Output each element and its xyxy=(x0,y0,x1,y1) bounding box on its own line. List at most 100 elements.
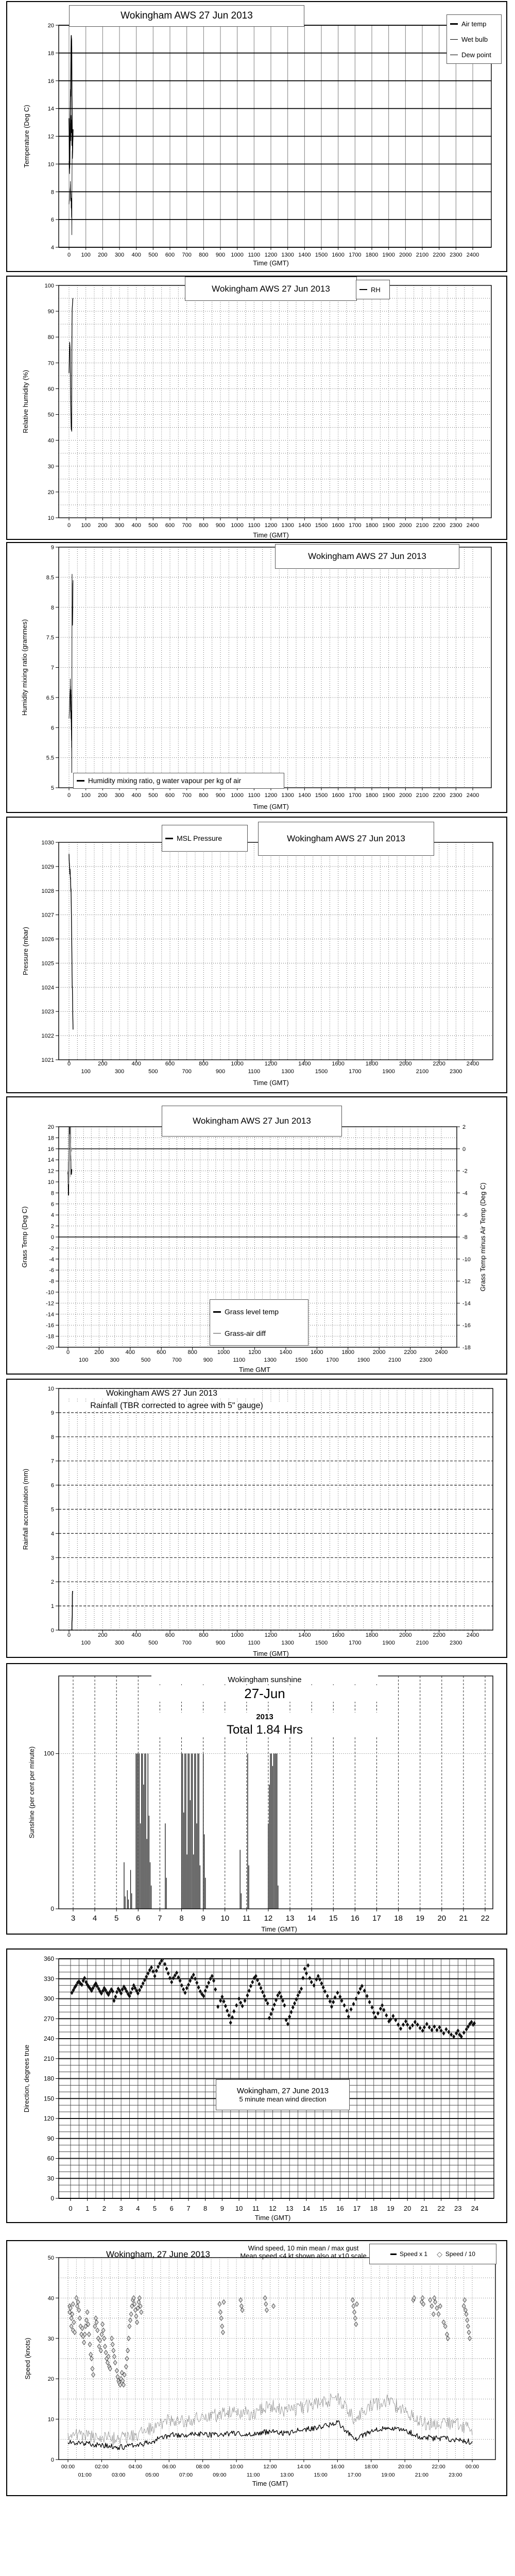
data-point-diamond xyxy=(303,1966,306,1971)
x-tick-label: 6 xyxy=(136,1914,140,1923)
x-tick-label: 300 xyxy=(115,1640,124,1646)
y2-tick-label: 2 xyxy=(462,1124,466,1130)
data-point-diamond xyxy=(221,2329,225,2335)
data-point-diamond xyxy=(295,1997,298,2002)
y-tick-label: 4 xyxy=(51,245,54,251)
y-tick-label: 6 xyxy=(51,1201,54,1208)
data-point-diamond xyxy=(112,2353,116,2360)
x-tick-label: 1200 xyxy=(265,792,277,799)
x-tick-label: 7 xyxy=(158,1914,162,1923)
data-point-diamond xyxy=(219,1998,222,2003)
x-tick-label: 1200 xyxy=(265,1061,277,1067)
series-group xyxy=(70,1959,476,2039)
series-group xyxy=(68,298,74,432)
series-group xyxy=(68,35,74,235)
data-point-diamond xyxy=(195,1980,199,1985)
data-point-diamond xyxy=(349,2007,353,2012)
data-point-diamond xyxy=(264,1997,268,2003)
y-tick-label: 10 xyxy=(48,1179,54,1185)
x-tick-label: 1300 xyxy=(281,522,294,529)
x-tick-label: 08:00 xyxy=(196,2464,210,2470)
data-point-diamond xyxy=(325,1993,329,1998)
legend-label: Grass level temp xyxy=(225,1308,279,1316)
x-tick-label: 17 xyxy=(353,2205,360,2212)
x-tick-label: 1700 xyxy=(349,792,361,799)
chart-svg: -20-18-16-14-12-10-8-6-4-202468101214161… xyxy=(21,1124,487,1374)
x-tick-label: 23 xyxy=(454,2205,461,2212)
x-tick-label: 1800 xyxy=(342,1349,354,1355)
data-point-diamond xyxy=(261,1990,264,1994)
data-point-diamond xyxy=(97,2344,101,2349)
x-tick-label: 1900 xyxy=(382,252,394,258)
data-point-diamond xyxy=(90,1988,93,1993)
x-tick-label: 800 xyxy=(199,252,208,258)
x-tick-label: 19:00 xyxy=(381,2472,394,2478)
data-point-diamond xyxy=(431,2311,436,2317)
data-point-diamond xyxy=(135,2305,140,2311)
x-tick-label: 12 xyxy=(269,2205,276,2212)
pressure-chart: 1021 1022 1023 1024 1025 1026 1027 1028 1029 1030… xyxy=(7,818,506,1092)
data-point-diamond xyxy=(232,2009,236,2014)
x-tick-label: 700 xyxy=(182,1640,191,1646)
y-tick-label: -2 xyxy=(49,1245,54,1251)
data-point-diamond xyxy=(145,1974,148,1979)
series-group xyxy=(67,1127,73,1196)
x-tick-label: 2100 xyxy=(416,792,428,799)
mixing-ratio-chart: 5 5.5 6 6.5 7 7.5 8 8.5 9 0 100 200 300 400 500 600 700 8… xyxy=(7,543,506,812)
x-tick-label: 09:00 xyxy=(213,2472,226,2478)
x-tick-label: 500 xyxy=(148,1640,158,1646)
x-tick-label: 1700 xyxy=(349,252,361,258)
x-tick-label: 4 xyxy=(136,2205,140,2212)
x-tick-label: 19 xyxy=(387,2205,394,2212)
data-point-diamond xyxy=(416,2022,419,2027)
x-tick-label: 06:00 xyxy=(162,2464,176,2470)
data-point-diamond xyxy=(218,2309,222,2315)
data-point-diamond xyxy=(133,2307,138,2313)
x-tick-label: 0 xyxy=(67,1632,71,1638)
legend: RH xyxy=(356,280,390,299)
data-point-diamond xyxy=(139,2309,144,2315)
x-tick-label: 1900 xyxy=(382,1069,394,1075)
x-tick-label: 2300 xyxy=(450,252,462,258)
x-tick-label: 1200 xyxy=(265,1632,277,1638)
chart-title-text: Wokingham sunshine xyxy=(228,1675,302,1684)
x-tick-label: 17:00 xyxy=(348,2472,361,2478)
y-tick-label: 100 xyxy=(44,1750,54,1757)
x-tick-label: 12 xyxy=(264,1914,273,1923)
y-tick-label: 20 xyxy=(48,23,54,29)
x-tick-label: 20 xyxy=(404,2205,411,2212)
y2-tick-label: 0 xyxy=(462,1146,466,1153)
chart-title-text: Wokingham, 27 June 2013 xyxy=(236,2087,329,2095)
data-point-diamond xyxy=(382,2008,386,2012)
data-point-diamond xyxy=(77,2307,81,2313)
data-point-diamond xyxy=(67,2309,72,2315)
x-tick-label: 600 xyxy=(165,1061,175,1067)
legend-label: MSL Pressure xyxy=(177,834,222,842)
data-point-diamond xyxy=(315,1977,318,1982)
x-tick-label: 21:00 xyxy=(415,2472,428,2478)
data-point-diamond xyxy=(131,1986,134,1991)
x-axis-label: Time GMT xyxy=(239,1366,270,1374)
x-tick-label: 900 xyxy=(216,522,225,529)
x-tick-label: 400 xyxy=(126,1349,135,1355)
chart-panel-rainfall: 0 1 2 3 4 5 6 7 8 9 10 0 200 400 600 800 1000 1200 1400 160… xyxy=(6,1379,507,1658)
x-tick-label: 1800 xyxy=(366,792,378,799)
x-tick-label: 300 xyxy=(115,1069,124,1075)
data-point-diamond xyxy=(180,1983,183,1988)
x-tick-label: 1900 xyxy=(357,1357,370,1363)
series-line xyxy=(68,298,74,432)
x-tick-label: 200 xyxy=(94,1349,104,1355)
data-point-diamond xyxy=(70,1990,74,1995)
data-point-diamond xyxy=(88,2342,92,2347)
y-tick-label: 8 xyxy=(51,1434,54,1440)
data-point-diamond xyxy=(162,1959,165,1961)
x-tick-label: 2000 xyxy=(399,792,411,799)
y-tick-label: 0 xyxy=(51,1628,54,1634)
y-tick-label: 14 xyxy=(48,106,54,112)
chart-subtitle: Rainfall (TBR corrected to agree with 5"… xyxy=(60,1401,293,1411)
data-point-diamond xyxy=(465,2317,470,2323)
x-tick-label: 400 xyxy=(131,792,141,799)
data-point-diamond xyxy=(194,1976,197,1981)
x-axis-label: Time (GMT) xyxy=(253,1079,289,1087)
